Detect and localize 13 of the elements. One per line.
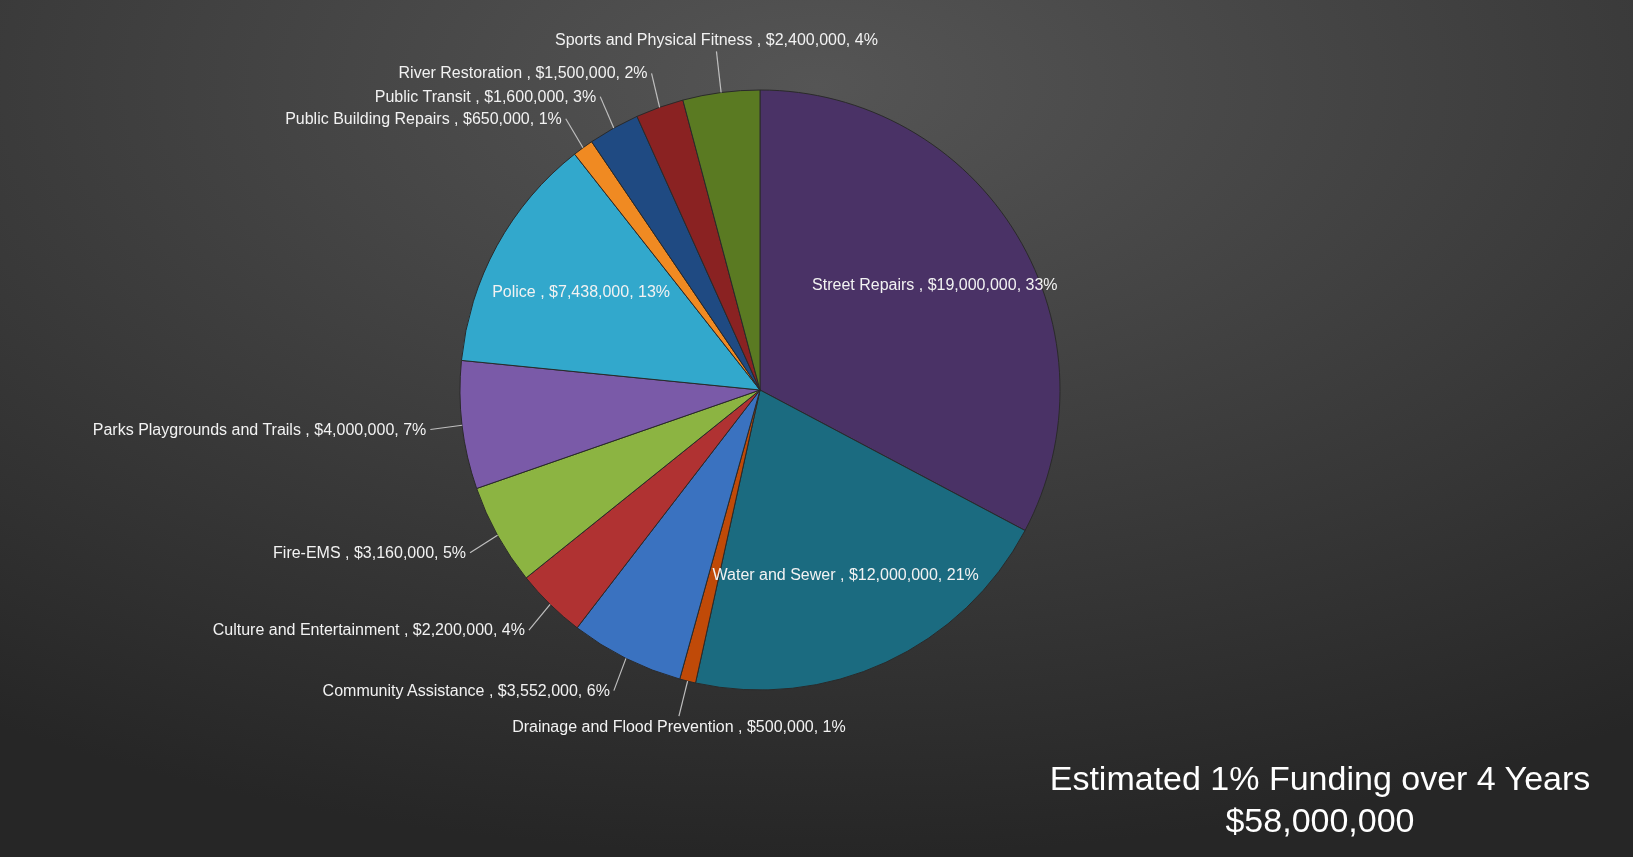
text: $58,000,000 [1225,801,1415,839]
slice-label: Community Assistance , $3,552,000, 6% [322,681,610,699]
slice-label: Police , $7,438,000, 13% [492,282,671,300]
slice-label: Public Transit , $1,600,000, 3% [374,87,597,105]
slice-label: Sports and Physical Fitness , $2,400,000, 4% [555,31,878,49]
slice-label: River Restoration , $1,500,000, 2% [398,64,648,82]
slice-label: Culture and Entertainment , $2,200,000, 4% [212,621,525,639]
slice-label: Public Building Repairs , $650,000, 1% [285,109,562,127]
slice-label: Street Repairs , $19,000,000, 33% [812,275,1058,293]
slice-label: Fire-EMS , $3,160,000, 5% [273,543,467,561]
slice-label: Parks Playgrounds and Trails , $4,000,000, 7% [92,420,427,438]
slice-label: Drainage and Flood Prevention , $500,000, 1% [512,718,846,736]
text: Estimated 1% Funding over 4 Years [1049,759,1591,797]
